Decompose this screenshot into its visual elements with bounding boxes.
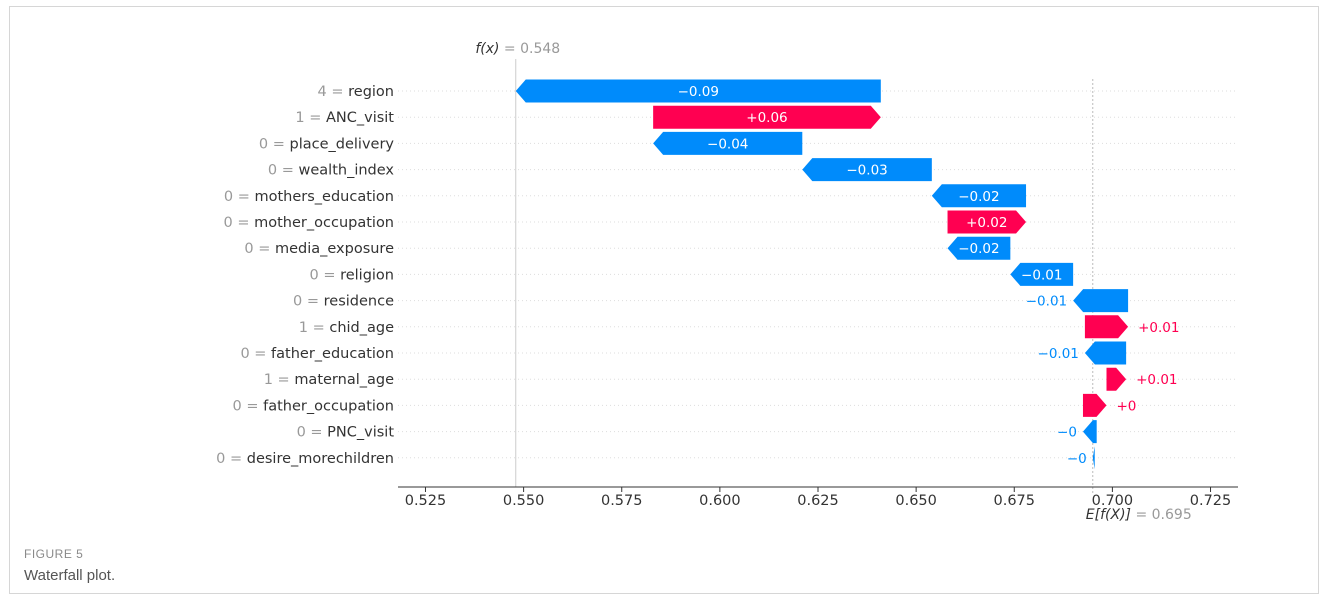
feature-name: wealth_index: [299, 163, 395, 179]
bar-value-label: +0.06: [746, 110, 787, 126]
feature-name: religion: [340, 267, 394, 283]
bar-value-label: −0.02: [958, 241, 999, 257]
bar-father_education: [1084, 341, 1127, 365]
feature-name: place_delivery: [290, 136, 395, 152]
feature-value: 1 =: [299, 320, 330, 336]
bar-chid_age: [1084, 315, 1129, 339]
feature-value: 4 =: [318, 84, 349, 100]
feature-label: 0 = media_exposure: [244, 241, 394, 257]
feature-label: 0 = father_education: [240, 346, 394, 362]
x-tick-label: 0.650: [895, 493, 937, 509]
feature-label: 0 = PNC_visit: [297, 425, 395, 441]
feature-value: 1 =: [264, 372, 295, 388]
fx-label-value: = 0.548: [499, 41, 560, 57]
bar-value-label: −0.02: [958, 189, 999, 205]
feature-value: 0 =: [244, 241, 275, 257]
bar-value-label: +0.01: [1138, 320, 1179, 336]
x-tick-label: 0.575: [601, 493, 643, 509]
feature-label: 0 = wealth_index: [268, 163, 395, 179]
x-tick-label: 0.725: [1190, 493, 1232, 509]
feature-name: mothers_education: [254, 189, 394, 205]
feature-name: residence: [324, 294, 394, 310]
bar-value-label: −0.03: [846, 163, 887, 179]
x-tick-label: 0.600: [699, 493, 741, 509]
bar-value-label: −0.04: [707, 136, 748, 152]
feature-value: 0 =: [224, 189, 255, 205]
feature-label: 0 = mothers_education: [224, 189, 394, 205]
bar-value-label: −0.01: [1026, 294, 1067, 310]
waterfall-chart: f(x) = 0.548 −0.09 4 = region +0.06 1 = ANC_…: [216, 41, 1238, 523]
fx-label-name: f(x): [475, 41, 499, 57]
x-tick-label: 0.625: [797, 493, 839, 509]
bar-place_delivery: [653, 131, 803, 155]
feature-label: 1 = chid_age: [299, 320, 394, 336]
feature-name: ANC_visit: [326, 110, 394, 126]
bar-PNC_visit: [1082, 420, 1097, 444]
feature-name: desire_morechildren: [247, 451, 394, 467]
feature-value: 0 =: [233, 398, 264, 414]
feature-name: region: [348, 84, 394, 100]
bar-father_occupation: [1082, 393, 1107, 417]
bar-value-label: −0.09: [678, 84, 719, 100]
feature-label: 4 = region: [318, 84, 394, 100]
x-tick-label: 0.550: [503, 493, 545, 509]
bar-value-label: +0.01: [1136, 372, 1177, 388]
bar-mothers_education: [931, 184, 1027, 208]
bar-value-label: −0.01: [1021, 267, 1062, 283]
expected-label-name: E[f(X)]: [1086, 507, 1131, 523]
feature-label: 0 = desire_morechildren: [216, 451, 394, 467]
figure-caption: Waterfall plot.: [24, 567, 116, 584]
feature-value: 0 =: [224, 215, 255, 231]
feature-name: chid_age: [329, 320, 394, 336]
bar-value-label: −0: [1057, 425, 1077, 441]
bar-ANC_visit: [653, 105, 881, 129]
feature-value: 0 =: [309, 267, 340, 283]
bar-maternal_age: [1106, 367, 1127, 391]
feature-value: 0 =: [293, 294, 324, 310]
feature-name: maternal_age: [294, 372, 394, 388]
feature-value: 0 =: [240, 346, 271, 362]
feature-name: PNC_visit: [327, 425, 394, 441]
feature-label: 0 = father_occupation: [233, 398, 394, 414]
feature-value: 0 =: [259, 136, 290, 152]
feature-label: 0 = mother_occupation: [224, 215, 394, 231]
bar-desire_morechildren: [1092, 446, 1095, 470]
figure-label: FIGURE 5: [24, 547, 84, 561]
feature-label: 1 = maternal_age: [264, 372, 394, 388]
figure-frame: f(x) = 0.548 −0.09 4 = region +0.06 1 = ANC_…: [9, 6, 1319, 594]
x-tick-label: 0.700: [1092, 493, 1134, 509]
feature-value: 0 =: [216, 451, 247, 467]
feature-value: 0 =: [268, 163, 299, 179]
bar-value-label: +0.02: [966, 215, 1007, 231]
bar-mother_occupation: [947, 210, 1027, 234]
feature-value: 1 =: [295, 110, 326, 126]
feature-name: media_exposure: [275, 241, 394, 257]
feature-label: 0 = residence: [293, 294, 394, 310]
feature-value: 0 =: [297, 425, 328, 441]
bar-religion: [1010, 262, 1074, 286]
feature-name: mother_occupation: [254, 215, 394, 231]
feature-label: 1 = ANC_visit: [295, 110, 394, 126]
bar-value-label: +0: [1117, 398, 1137, 414]
expected-label-value: = 0.695: [1131, 507, 1192, 523]
bar-value-label: −0.01: [1038, 346, 1079, 362]
feature-label: 0 = religion: [309, 267, 394, 283]
feature-label: 0 = place_delivery: [259, 136, 395, 152]
x-tick-label: 0.675: [994, 493, 1036, 509]
x-tick-label: 0.525: [405, 493, 447, 509]
bar-media_exposure: [947, 236, 1011, 260]
bar-wealth_index: [802, 158, 932, 182]
fx-label: f(x) = 0.548: [475, 41, 560, 57]
bar-residence: [1073, 289, 1129, 313]
expected-value-label: E[f(X)] = 0.695: [1086, 507, 1192, 523]
feature-name: father_education: [271, 346, 394, 362]
feature-name: father_occupation: [263, 398, 394, 414]
bar-value-label: −0: [1067, 451, 1087, 467]
bar-region: [515, 79, 881, 103]
